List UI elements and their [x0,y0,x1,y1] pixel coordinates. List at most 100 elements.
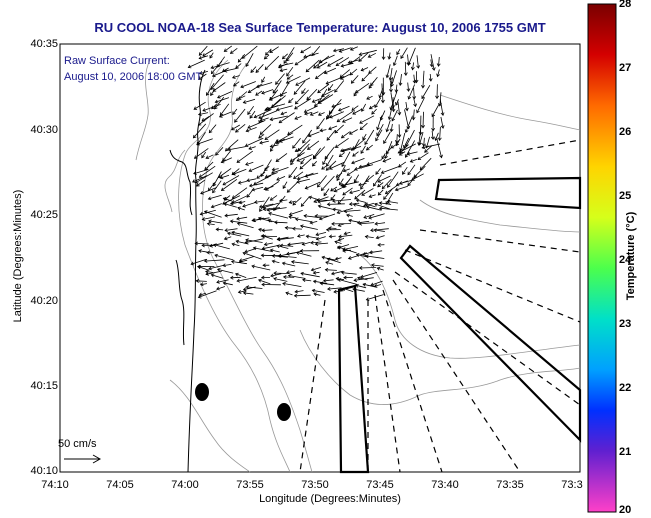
current-arrow [376,235,385,239]
current-arrow [439,126,441,141]
current-arrow-head [192,179,196,183]
current-arrow-head [290,161,294,166]
current-arrow [348,59,359,64]
current-arrow [293,80,306,95]
current-arrow [219,103,230,116]
current-arrow-head [361,192,365,196]
current-arrow-head [362,203,367,208]
current-arrow [198,45,208,56]
current-arrow [204,161,214,171]
current-arrow [216,279,229,283]
current-arrow-head [240,84,244,89]
current-arrow-head [318,59,323,64]
current-arrow-head [335,174,340,178]
current-arrow [348,219,359,223]
current-arrow [238,95,246,100]
current-arrow-head [283,60,287,64]
current-arrow-head [358,52,363,57]
current-arrow [391,70,397,87]
current-arrow [320,129,327,132]
radial-dashed-lines [299,139,581,473]
current-arrow-head [296,158,301,162]
current-arrow [360,272,378,278]
current-arrow-head [354,89,359,94]
current-arrow-head [349,47,354,51]
current-arrow [339,47,352,52]
current-arrow-head [263,186,268,191]
current-arrow [334,185,346,192]
current-arrow [288,275,306,279]
current-arrow-head [234,119,238,123]
current-arrow-head [343,275,347,280]
current-arrow [323,279,334,282]
current-arrow-head [296,179,300,184]
current-arrow-head [217,94,221,99]
current-arrow [234,108,246,123]
current-arrow [294,294,311,297]
current-arrow-head [286,76,291,80]
current-arrow [265,172,278,178]
current-arrow-head [201,217,206,221]
current-arrow-head [282,281,286,286]
current-arrow [390,92,394,109]
current-arrow-head [303,214,307,218]
current-arrow [339,69,351,78]
current-arrow-head [255,69,260,73]
current-arrow [407,151,418,155]
current-arrow-head [294,61,299,66]
current-arrow-head [347,60,352,65]
current-arrow-head [308,195,313,200]
current-arrow [216,286,226,290]
current-arrow-head [197,265,201,270]
current-arrow-head [338,153,343,158]
current-arrow-head [300,203,305,207]
current-arrow [231,124,241,131]
current-arrow-head [223,202,228,207]
current-arrow-head [360,150,364,154]
current-arrow-head [232,82,237,87]
current-arrow [253,247,273,252]
current-arrow [232,75,240,79]
current-arrow [419,132,424,146]
current-arrow [256,82,273,88]
current-arrow [236,150,254,163]
current-arrow [313,280,328,284]
current-arrow [270,195,278,201]
current-arrow [222,195,241,205]
current-arrow-head [242,291,247,296]
x-tick-label: 74:05 [106,479,134,491]
current-arrow-head [198,292,203,297]
current-arrow-head [305,68,310,73]
current-arrow [332,208,342,211]
current-arrow [376,115,383,130]
current-arrow-head [247,111,251,116]
current-arrow [276,105,293,111]
current-arrow [270,144,279,148]
current-arrow-head [370,263,375,268]
current-arrow [283,47,295,64]
current-arrow [317,175,327,188]
current-arrow [292,228,303,230]
current-arrow-head [261,79,265,83]
current-arrow-head [248,168,253,172]
current-arrow [364,203,376,208]
current-arrow-head [294,217,299,222]
current-arrow [329,161,345,170]
current-arrow [404,61,407,76]
current-arrow-head [325,167,330,171]
current-arrow [363,283,377,288]
current-arrow-head [335,62,340,66]
current-arrow-head [386,199,391,204]
current-arrow [320,282,335,286]
current-arrow [288,166,298,178]
current-arrow-head [286,270,290,275]
current-arrow-head [245,238,249,243]
current-arrow [271,167,289,174]
current-arrow-head [295,82,299,86]
current-arrow [431,130,434,140]
plot-frame [59,43,581,473]
current-arrow-head [398,181,403,185]
current-arrow-head [207,196,212,201]
current-arrow-head [338,234,342,239]
current-arrow-head [410,66,415,71]
